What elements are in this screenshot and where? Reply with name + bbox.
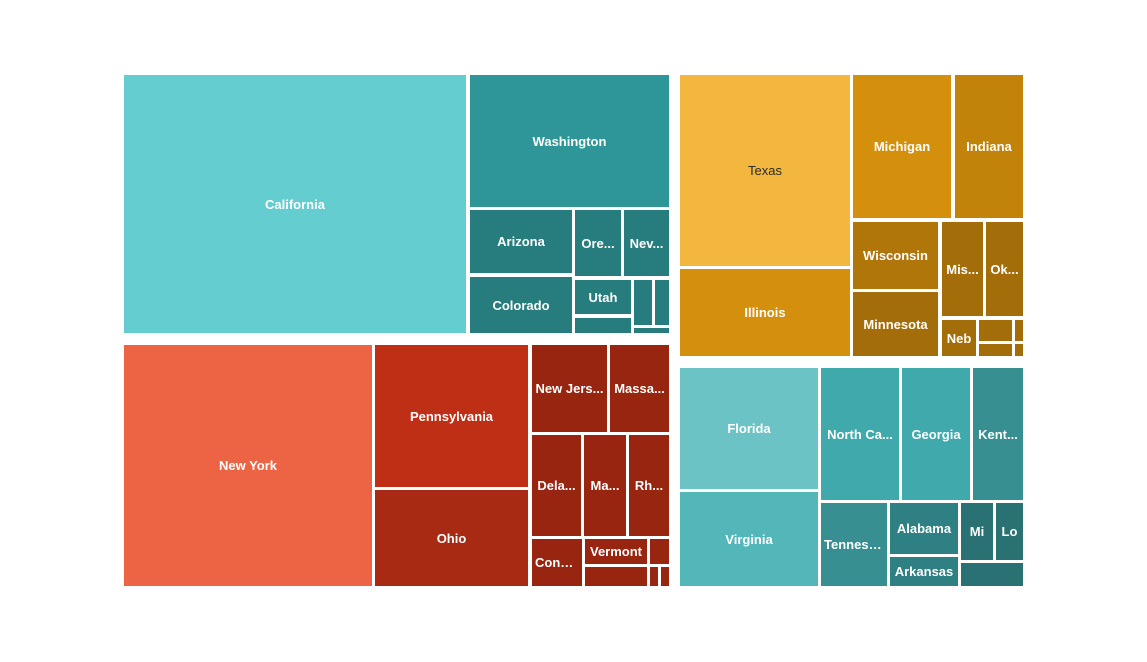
treemap-cell-new-york[interactable]: New York <box>124 345 372 586</box>
cell-label: New Jers... <box>535 381 604 396</box>
treemap-cell-texas[interactable]: Texas <box>680 75 850 266</box>
treemap-cell-arkansas[interactable]: Arkansas <box>890 557 958 586</box>
cell-label: Rh... <box>634 478 664 493</box>
cell-label: Mis... <box>946 261 979 277</box>
treemap-cell-colorado[interactable]: Colorado <box>470 277 572 333</box>
treemap-cell-arizona[interactable]: Arizona <box>470 210 572 273</box>
treemap-cell-unlabeled[interactable] <box>634 280 652 325</box>
cell-label: Conn... <box>535 555 580 570</box>
treemap-cell-ohio[interactable]: Ohio <box>375 490 528 586</box>
cell-label: Kent... <box>978 426 1018 442</box>
treemap-cell-unlabeled[interactable] <box>655 280 669 325</box>
treemap-cell-new-jers[interactable]: New Jers... <box>532 345 607 432</box>
cell-label: New York <box>218 458 278 473</box>
treemap-cell-neb[interactable]: Neb <box>942 320 976 356</box>
treemap-cell-unlabeled[interactable] <box>661 567 669 586</box>
cell-label: Ok... <box>990 261 1019 277</box>
treemap-cell-georgia[interactable]: Georgia <box>902 368 970 500</box>
treemap-cell-nev[interactable]: Nev... <box>624 210 669 276</box>
cell-label: Massa... <box>614 381 665 396</box>
cell-label: Alabama <box>896 521 952 536</box>
cell-label: Michigan <box>873 139 931 154</box>
treemap-cell-mis[interactable]: Mis... <box>942 222 983 316</box>
treemap-cell-unlabeled[interactable] <box>979 320 1012 341</box>
treemap-cell-california[interactable]: California <box>124 75 466 333</box>
treemap-cell-massa[interactable]: Massa... <box>610 345 669 432</box>
treemap-cell-dela[interactable]: Dela... <box>532 435 581 536</box>
treemap-cell-utah[interactable]: Utah <box>575 280 631 314</box>
cell-label: Mi <box>969 524 985 539</box>
treemap-cell-unlabeled[interactable] <box>634 328 669 333</box>
cell-label: Georgia <box>911 426 961 442</box>
treemap-cell-unlabeled[interactable] <box>575 318 631 333</box>
treemap-cell-unlabeled[interactable] <box>961 563 1023 586</box>
treemap-cell-rh[interactable]: Rh... <box>629 435 669 536</box>
cell-label: Minnesota <box>863 316 928 332</box>
treemap-cell-tenness[interactable]: Tenness... <box>821 503 887 586</box>
cell-label: Virginia <box>725 531 773 547</box>
treemap-cell-washington[interactable]: Washington <box>470 75 669 207</box>
cell-label: Arizona <box>497 234 545 249</box>
treemap-cell-lo[interactable]: Lo <box>996 503 1023 560</box>
treemap-cell-mi[interactable]: Mi <box>961 503 993 560</box>
cell-label: Vermont <box>589 544 642 559</box>
cell-label: Lo <box>1001 524 1018 539</box>
cell-label: Indiana <box>966 139 1012 154</box>
treemap-cell-ok[interactable]: Ok... <box>986 222 1023 316</box>
treemap-cell-unlabeled[interactable] <box>585 567 647 586</box>
cell-label: Arkansas <box>894 564 954 579</box>
treemap-cell-ma[interactable]: Ma... <box>584 435 626 536</box>
cell-label: Dela... <box>537 478 576 493</box>
treemap-cell-indiana[interactable]: Indiana <box>955 75 1023 218</box>
treemap-cell-unlabeled[interactable] <box>650 539 669 564</box>
cell-label: Ore... <box>581 235 615 251</box>
treemap-cell-unlabeled[interactable] <box>1015 320 1023 341</box>
cell-label: Neb <box>946 330 972 346</box>
cell-label: Utah <box>588 289 618 305</box>
treemap-cell-unlabeled[interactable] <box>650 567 658 586</box>
cell-label: Illinois <box>744 305 786 320</box>
treemap-cell-virginia[interactable]: Virginia <box>680 492 818 586</box>
treemap-cell-wisconsin[interactable]: Wisconsin <box>853 222 938 289</box>
cell-label: Colorado <box>492 297 550 313</box>
treemap-cell-unlabeled[interactable] <box>1015 344 1023 356</box>
treemap-cell-minnesota[interactable]: Minnesota <box>853 292 938 356</box>
treemap-cell-unlabeled[interactable] <box>979 344 1012 356</box>
treemap-cell-vermont[interactable]: Vermont <box>585 539 647 564</box>
treemap-cell-ore[interactable]: Ore... <box>575 210 621 276</box>
cell-label: Texas <box>748 163 782 178</box>
cell-label: Tenness... <box>824 537 887 552</box>
cell-label: Nev... <box>629 235 664 251</box>
cell-label: Ma... <box>590 478 620 493</box>
treemap-cell-illinois[interactable]: Illinois <box>680 269 850 356</box>
cell-label: North Ca... <box>827 426 893 442</box>
cell-label: Pennsylvania <box>409 408 494 424</box>
cell-label: Florida <box>727 421 771 436</box>
cell-label: California <box>265 196 325 212</box>
treemap-cell-north-ca[interactable]: North Ca... <box>821 368 899 500</box>
treemap-cell-conn[interactable]: Conn... <box>532 539 582 586</box>
cell-label: Wisconsin <box>863 248 928 263</box>
cell-label: Washington <box>532 133 607 149</box>
treemap-cell-pennsylvania[interactable]: Pennsylvania <box>375 345 528 487</box>
treemap-cell-florida[interactable]: Florida <box>680 368 818 489</box>
treemap-cell-alabama[interactable]: Alabama <box>890 503 958 554</box>
cell-label: Ohio <box>436 530 467 546</box>
treemap-cell-kent[interactable]: Kent... <box>973 368 1023 500</box>
treemap-cell-michigan[interactable]: Michigan <box>853 75 951 218</box>
